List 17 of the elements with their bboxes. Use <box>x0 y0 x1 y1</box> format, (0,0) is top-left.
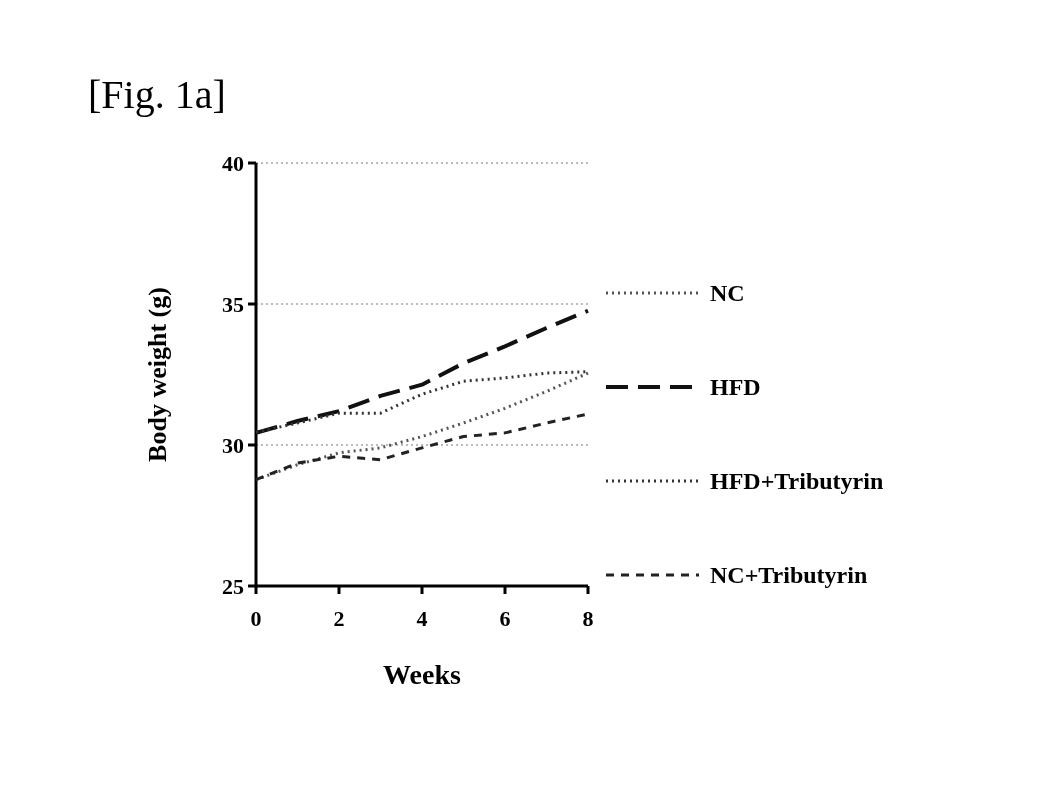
y-tick-label: 40 <box>222 150 244 176</box>
y-tick-label: 30 <box>222 432 244 458</box>
x-tick-label: 8 <box>582 606 594 631</box>
line-series <box>254 308 590 435</box>
y-axis-title: Body weight (g) <box>143 287 172 462</box>
x-tick-label: 6 <box>499 606 511 631</box>
legend-label: HFD+Tributyrin <box>710 468 884 495</box>
x-axis-title: Weeks <box>383 659 461 690</box>
legend-label: HFD <box>710 374 761 401</box>
y-tick-label: 25 <box>222 573 244 599</box>
y-tick-label: 35 <box>222 291 244 317</box>
x-tick-label: 4 <box>416 606 428 631</box>
x-tick-label: 0 <box>250 606 262 631</box>
legend-label: NC <box>710 280 745 307</box>
chart-title: [Fig. 1a] <box>88 72 226 117</box>
legend-label: NC+Tributyrin <box>710 562 868 589</box>
x-tick-label: 2 <box>333 606 345 631</box>
